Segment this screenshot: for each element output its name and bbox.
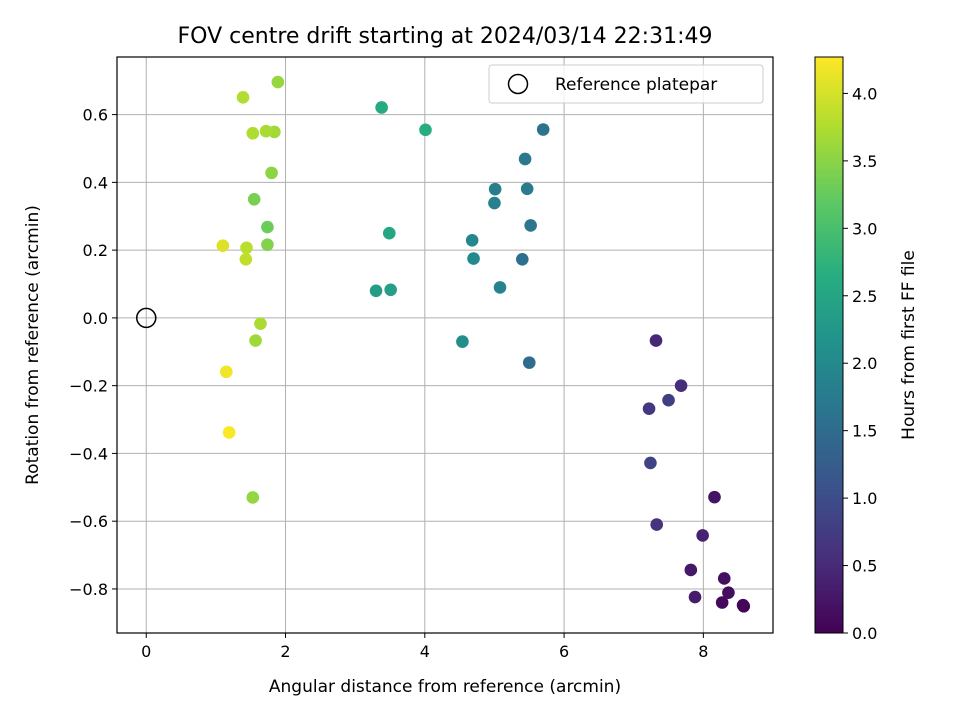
data-point — [246, 126, 260, 140]
x-tick-label: 8 — [698, 642, 708, 661]
data-point — [236, 91, 250, 104]
data-point — [717, 572, 731, 585]
grid — [117, 57, 773, 633]
data-point — [259, 124, 273, 138]
reference-marker — [135, 307, 157, 329]
data-point — [518, 152, 532, 166]
y-tick-label: 0.4 — [83, 173, 108, 192]
data-point — [246, 491, 260, 504]
chart-title: FOV centre drift starting at 2024/03/14 … — [178, 24, 713, 49]
data-point — [524, 219, 537, 232]
data-point — [239, 252, 253, 266]
y-tick-label: −0.8 — [69, 580, 108, 599]
colorbar-label: Hours from first FF file — [899, 250, 919, 440]
data-point — [456, 335, 469, 348]
data-point — [684, 563, 698, 577]
data-point — [662, 393, 675, 407]
data-point — [674, 379, 688, 392]
data-point — [688, 590, 702, 604]
data-point — [722, 586, 735, 599]
legend: Reference platepar — [488, 64, 764, 104]
data-point — [488, 182, 502, 196]
data-point — [696, 529, 709, 542]
data-point — [265, 166, 278, 180]
data-point — [261, 238, 274, 252]
colorbar-tick-label: 0.5 — [852, 557, 877, 576]
colorbar-ticks: 0.0 0.5 1.0 1.5 2.0 2.5 3.0 3.5 4.0 — [843, 84, 877, 643]
x-axis-label: Angular distance from reference (arcmin) — [269, 677, 621, 697]
plot-frame — [116, 56, 774, 634]
data-point — [522, 356, 536, 369]
colorbar-tick-label: 4.0 — [852, 84, 877, 103]
colorbar-tick-label: 2.0 — [852, 354, 877, 373]
data-point — [249, 334, 262, 347]
legend-entry: Reference platepar — [555, 75, 717, 95]
y-tick-label: 0.6 — [83, 106, 108, 125]
x-tick-label: 6 — [559, 642, 569, 661]
colorbar-tick-label: 1.5 — [852, 422, 877, 441]
data-point — [247, 193, 261, 206]
x-tick-label: 2 — [280, 642, 290, 661]
colorbar-tick-label: 2.5 — [852, 287, 877, 306]
y-tick-label: −0.6 — [69, 512, 108, 531]
y-tick-label: −0.4 — [69, 444, 108, 463]
data-point — [261, 220, 274, 234]
colorbar — [814, 56, 844, 634]
x-axis-ticks: 0 2 4 6 8 — [141, 633, 708, 661]
data-point — [736, 598, 750, 612]
data-point — [465, 234, 479, 247]
data-point — [644, 456, 657, 470]
y-axis-ticks: −0.8 −0.6 −0.4 −0.2 0.0 0.2 0.4 0.6 — [69, 106, 117, 599]
colorbar-tick-label: 3.5 — [852, 152, 877, 171]
data-point — [216, 239, 230, 253]
data-point — [536, 123, 550, 136]
colorbar-tick-label: 3.0 — [852, 219, 877, 238]
y-axis-label: Rotation from reference (arcmin) — [23, 205, 43, 485]
data-point — [382, 226, 396, 240]
data-point — [515, 252, 529, 266]
data-point — [369, 284, 383, 298]
y-tick-label: 0.2 — [83, 241, 108, 260]
y-tick-label: 0.0 — [83, 309, 108, 328]
data-point — [375, 101, 388, 114]
data-point — [520, 182, 534, 196]
x-tick-label: 4 — [420, 642, 430, 661]
data-point — [650, 518, 664, 531]
data-points — [216, 75, 751, 613]
legend-marker-icon — [507, 73, 529, 95]
data-point — [220, 365, 233, 379]
data-point — [493, 281, 507, 294]
data-point — [708, 490, 721, 504]
data-point — [715, 596, 729, 609]
data-point — [254, 317, 267, 330]
data-point — [419, 123, 432, 137]
data-point — [467, 252, 480, 265]
data-point — [271, 75, 285, 89]
y-tick-label: −0.2 — [69, 377, 108, 396]
data-point — [642, 402, 656, 415]
data-point — [488, 196, 501, 210]
colorbar-tick-label: 1.0 — [852, 489, 877, 508]
data-point — [384, 283, 397, 297]
data-point — [240, 241, 253, 255]
data-point — [649, 334, 663, 347]
data-point — [222, 426, 236, 439]
colorbar-tick-label: 0.0 — [852, 624, 877, 643]
reference-point — [135, 307, 157, 329]
x-tick-label: 0 — [141, 642, 151, 661]
legend-box — [488, 64, 764, 104]
